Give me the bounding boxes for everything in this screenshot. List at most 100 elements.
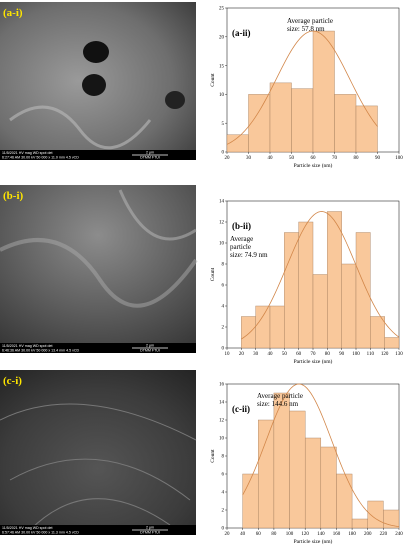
info-text: 11/5/2021 HV mag WD spot det	[2, 526, 52, 530]
bar	[291, 88, 314, 153]
info-text: 2 µm	[146, 151, 154, 155]
x-tick-label: 70	[311, 352, 317, 357]
info-text: 2 µm	[146, 344, 154, 348]
x-tick-label: 200	[364, 532, 372, 537]
bar	[336, 473, 353, 529]
info-text: 6:27:46 AM 30.00 kV 50 000 x 11.0 mm 4.5…	[2, 156, 79, 160]
x-tick-label: 40	[240, 532, 246, 537]
annotation: Average	[230, 235, 253, 243]
bar	[355, 105, 378, 153]
x-tick-label: 240	[395, 532, 403, 537]
x-tick-label: 20	[225, 156, 231, 161]
info-bar	[0, 343, 196, 353]
fit-curve	[226, 30, 378, 145]
bar	[298, 221, 314, 349]
sem-image-a	[0, 2, 196, 160]
y-tick-label: 5	[222, 122, 225, 127]
chart-title: (b-ii)	[232, 221, 251, 231]
bar	[289, 410, 306, 529]
y-tick-label: 0	[222, 151, 225, 156]
y-axis-label: Count	[210, 267, 216, 281]
x-tick-label: 10	[225, 352, 231, 357]
info-bar	[0, 525, 196, 535]
bar	[351, 518, 368, 529]
bar	[384, 337, 400, 349]
info-text: 6:57:46 AM 30.00 kV 50 000 x 11.3 mm 4.5…	[2, 531, 79, 535]
fit-curve	[241, 211, 400, 340]
bar	[341, 263, 357, 349]
y-tick-label: 6	[222, 473, 225, 478]
image-label: (b-i)	[3, 190, 24, 202]
bar	[273, 392, 290, 529]
x-axis-label: Particle size (nm)	[294, 358, 333, 365]
x-tick-label: 180	[348, 532, 356, 537]
y-tick-label: 14	[219, 401, 225, 406]
x-tick-label: 80	[354, 156, 360, 161]
x-tick-label: 100	[286, 532, 294, 537]
y-tick-label: 2	[222, 509, 225, 514]
info-text: 6:46:36 AM 30.00 kV 50 000 x 13.4 mm 4.5…	[2, 349, 80, 353]
bar	[258, 419, 275, 529]
x-tick-label: 100	[395, 156, 403, 161]
x-tick-label: 100	[352, 352, 360, 357]
info-text: 11/5/2021 HV mag WD spot det	[2, 344, 52, 348]
x-tick-label: 130	[395, 352, 403, 357]
chart-title: (c-ii)	[232, 404, 250, 414]
info-text: DTMM FTUI	[140, 349, 160, 353]
y-tick-label: 12	[219, 419, 225, 424]
x-axis-label: Particle size (nm)	[294, 538, 333, 545]
annotation: Average particle	[257, 392, 303, 400]
bar	[241, 316, 256, 349]
x-tick-label: 20	[225, 532, 231, 537]
x-tick-label: 30	[253, 352, 259, 357]
x-tick-label: 120	[301, 532, 309, 537]
x-tick-label: 50	[289, 156, 295, 161]
x-tick-label: 30	[246, 156, 252, 161]
bar	[370, 316, 385, 349]
x-tick-label: 40	[268, 156, 274, 161]
chart-title: (a-ii)	[232, 28, 251, 38]
bar	[312, 30, 335, 153]
bar	[355, 232, 371, 349]
x-tick-label: 50	[282, 352, 288, 357]
x-tick-label: 70	[332, 156, 338, 161]
x-tick-label: 110	[367, 352, 375, 357]
bar	[334, 94, 357, 153]
bar	[383, 509, 400, 529]
y-tick-label: 4	[222, 305, 225, 310]
bar	[320, 446, 337, 529]
x-tick-label: 90	[375, 156, 381, 161]
y-tick-label: 8	[222, 455, 225, 460]
x-tick-label: 90	[339, 352, 345, 357]
y-tick-label: 14	[219, 200, 225, 205]
x-tick-label: 140	[317, 532, 325, 537]
info-bar	[0, 150, 196, 160]
bar	[269, 305, 285, 349]
bar	[255, 305, 271, 349]
annotation: size: 144.6 nm	[257, 400, 299, 408]
image-label: (a-i)	[3, 7, 23, 19]
y-tick-label: 10	[219, 93, 225, 98]
bar	[284, 232, 299, 349]
x-tick-label: 60	[256, 532, 262, 537]
y-tick-label: 15	[219, 64, 225, 69]
y-tick-label: 8	[222, 263, 225, 268]
bar	[248, 94, 271, 153]
annotation: size: 57.8 nm	[287, 25, 325, 33]
bar	[269, 82, 292, 153]
x-tick-label: 60	[311, 156, 317, 161]
bar	[327, 211, 342, 349]
sem-image-c	[0, 370, 197, 535]
annotation: Average particle	[287, 17, 333, 25]
y-axis-label: Count	[210, 73, 216, 87]
image-label: (c-i)	[3, 375, 22, 387]
bar	[304, 437, 322, 529]
bar	[312, 274, 328, 349]
y-tick-label: 0	[222, 527, 225, 532]
x-tick-label: 60	[296, 352, 302, 357]
annotation: particle	[230, 243, 251, 251]
y-tick-label: 16	[219, 383, 225, 388]
bar	[242, 473, 259, 529]
y-tick-label: 20	[219, 36, 225, 41]
